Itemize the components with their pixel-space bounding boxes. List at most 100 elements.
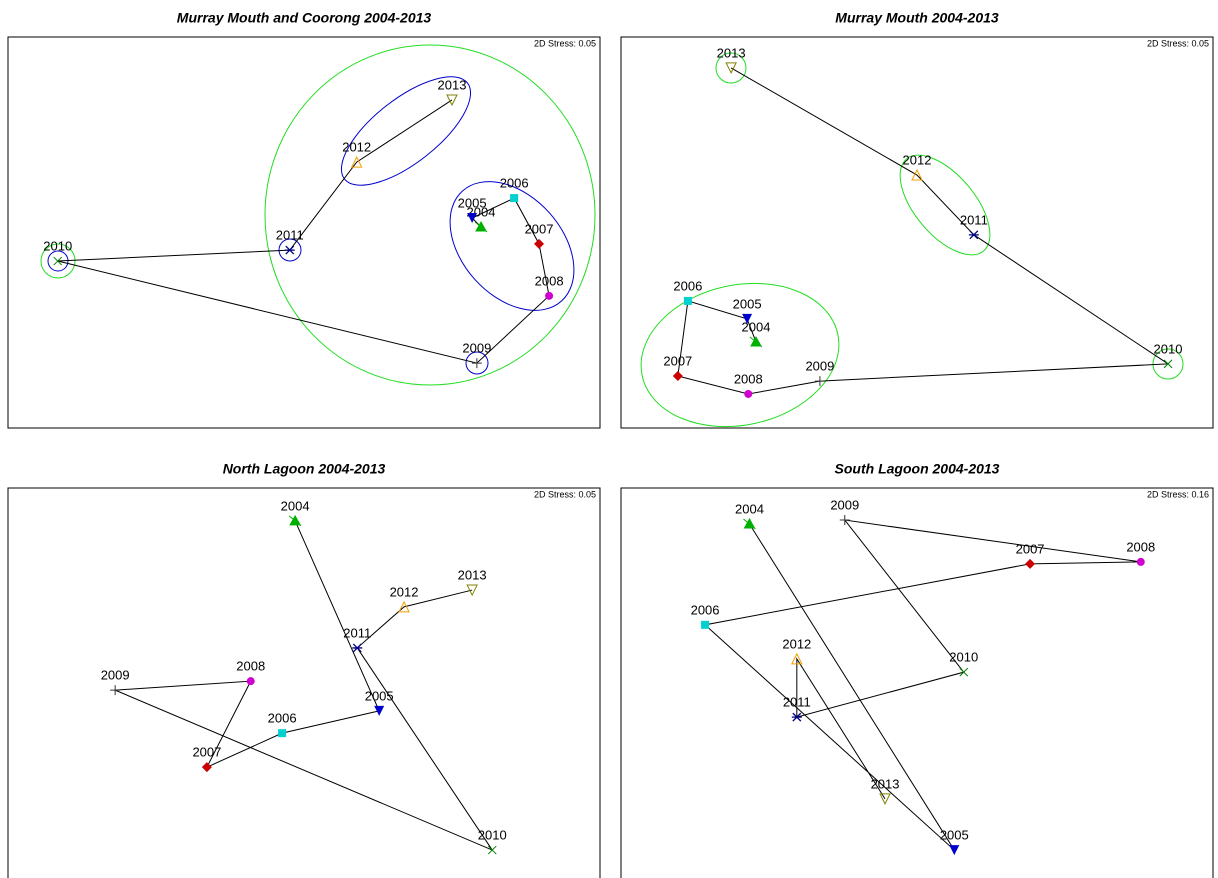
marker xyxy=(879,793,891,805)
point-label: 2004 xyxy=(735,501,764,516)
point-label: 2009 xyxy=(805,359,834,374)
plot-frame xyxy=(620,487,1214,878)
point-label: 2013 xyxy=(717,45,746,60)
cluster-ellipse xyxy=(640,282,840,428)
point-label: 2005 xyxy=(365,688,394,703)
plot-frame xyxy=(7,36,601,429)
marker xyxy=(839,515,850,526)
marker xyxy=(791,712,802,722)
marker xyxy=(374,705,385,716)
marker xyxy=(749,335,763,348)
marker xyxy=(288,514,302,527)
marker xyxy=(466,584,478,597)
cluster-ellipse xyxy=(465,351,489,375)
panel: Murray Mouth 2004-2013 2D Stress: 0.05 xyxy=(620,10,1214,429)
marker xyxy=(742,313,753,324)
point-label: 2012 xyxy=(390,584,419,599)
point-label: 2009 xyxy=(101,668,130,683)
marker xyxy=(1136,557,1145,566)
point-label: 2010 xyxy=(43,238,72,253)
trajectory-line xyxy=(703,519,1141,851)
marker xyxy=(725,62,737,75)
chart-title: South Lagoon 2004-2013 xyxy=(835,461,1000,477)
point-label: 2010 xyxy=(478,828,507,843)
plot-frame xyxy=(7,487,601,878)
point-label: 2008 xyxy=(734,371,763,386)
point-label: 2008 xyxy=(236,659,265,674)
cluster-ellipse xyxy=(340,76,472,186)
cluster-ellipse xyxy=(899,154,991,256)
point-label: 2013 xyxy=(871,776,900,791)
marker xyxy=(1025,558,1036,569)
point-label: 2005 xyxy=(458,195,487,210)
marker xyxy=(350,156,363,168)
marker xyxy=(487,845,497,855)
chart-title: North Lagoon 2004-2013 xyxy=(223,461,386,477)
point-label: 2008 xyxy=(535,273,564,288)
marker xyxy=(949,845,960,856)
marker xyxy=(959,667,969,677)
point-label: 2006 xyxy=(268,711,297,726)
point-label: 2007 xyxy=(525,221,554,236)
point-label: 2006 xyxy=(691,602,720,617)
panel: North Lagoon 2004-2013 2D Stress: 0.05 xyxy=(7,461,601,878)
point-label: 2011 xyxy=(276,228,304,243)
point-label: 2004 xyxy=(742,319,771,334)
point-label: 2006 xyxy=(673,278,702,293)
chart-title: Murray Mouth 2004-2013 xyxy=(835,10,999,26)
point-label: 2009 xyxy=(462,341,491,356)
point-label: 2007 xyxy=(663,353,692,368)
marker xyxy=(672,370,683,381)
cluster-ellipse xyxy=(278,238,302,262)
marker xyxy=(911,168,923,181)
stress-annotation: 2D Stress: 0.16 xyxy=(1147,489,1209,499)
cluster-ellipse xyxy=(449,181,575,311)
marker xyxy=(284,245,295,255)
point-label: 2011 xyxy=(960,212,988,227)
point-label: 2005 xyxy=(733,296,762,311)
stress-annotation: 2D Stress: 0.05 xyxy=(534,489,596,499)
point-label: 2004 xyxy=(281,498,310,513)
marker xyxy=(683,296,692,305)
point-label: 2013 xyxy=(438,77,467,92)
marker xyxy=(246,677,255,686)
point-label: 2007 xyxy=(1016,541,1045,556)
cluster-ellipse xyxy=(40,243,76,279)
marker xyxy=(791,652,803,665)
marker xyxy=(474,220,488,233)
trajectory-line xyxy=(677,67,1170,395)
point-label: 2008 xyxy=(1126,539,1155,554)
marker xyxy=(446,94,458,107)
chart-title: Murray Mouth and Coorong 2004-2013 xyxy=(177,10,432,26)
marker xyxy=(968,230,979,240)
point-label: 2013 xyxy=(458,567,487,582)
marker xyxy=(744,389,753,398)
marker xyxy=(278,729,287,738)
marker xyxy=(701,620,710,629)
marker xyxy=(510,194,519,203)
marker xyxy=(814,376,825,387)
marker xyxy=(201,762,212,773)
marker xyxy=(471,358,482,369)
cluster-ellipse xyxy=(1152,348,1184,380)
marker xyxy=(110,685,121,696)
marker xyxy=(352,643,363,653)
plot-frame xyxy=(620,36,1214,429)
point-label: 2011 xyxy=(343,625,371,640)
marker xyxy=(545,291,554,300)
point-label: 2010 xyxy=(1154,341,1183,356)
marker xyxy=(467,213,478,224)
stress-annotation: 2D Stress: 0.05 xyxy=(1147,38,1209,48)
point-label: 2011 xyxy=(783,695,811,710)
marker xyxy=(53,256,63,266)
point-label: 2012 xyxy=(782,636,811,651)
cluster-ellipse xyxy=(264,44,596,386)
point-label: 2012 xyxy=(903,152,932,167)
point-label: 2012 xyxy=(342,140,371,155)
trajectory-line xyxy=(57,99,550,364)
panel: South Lagoon 2004-2013 2D Stress: 0.16 xyxy=(620,461,1214,878)
point-label: 2005 xyxy=(940,828,969,843)
panel: Murray Mouth and Coorong 2004-2013 2D Str… xyxy=(7,10,601,429)
trajectory-line xyxy=(114,520,494,852)
